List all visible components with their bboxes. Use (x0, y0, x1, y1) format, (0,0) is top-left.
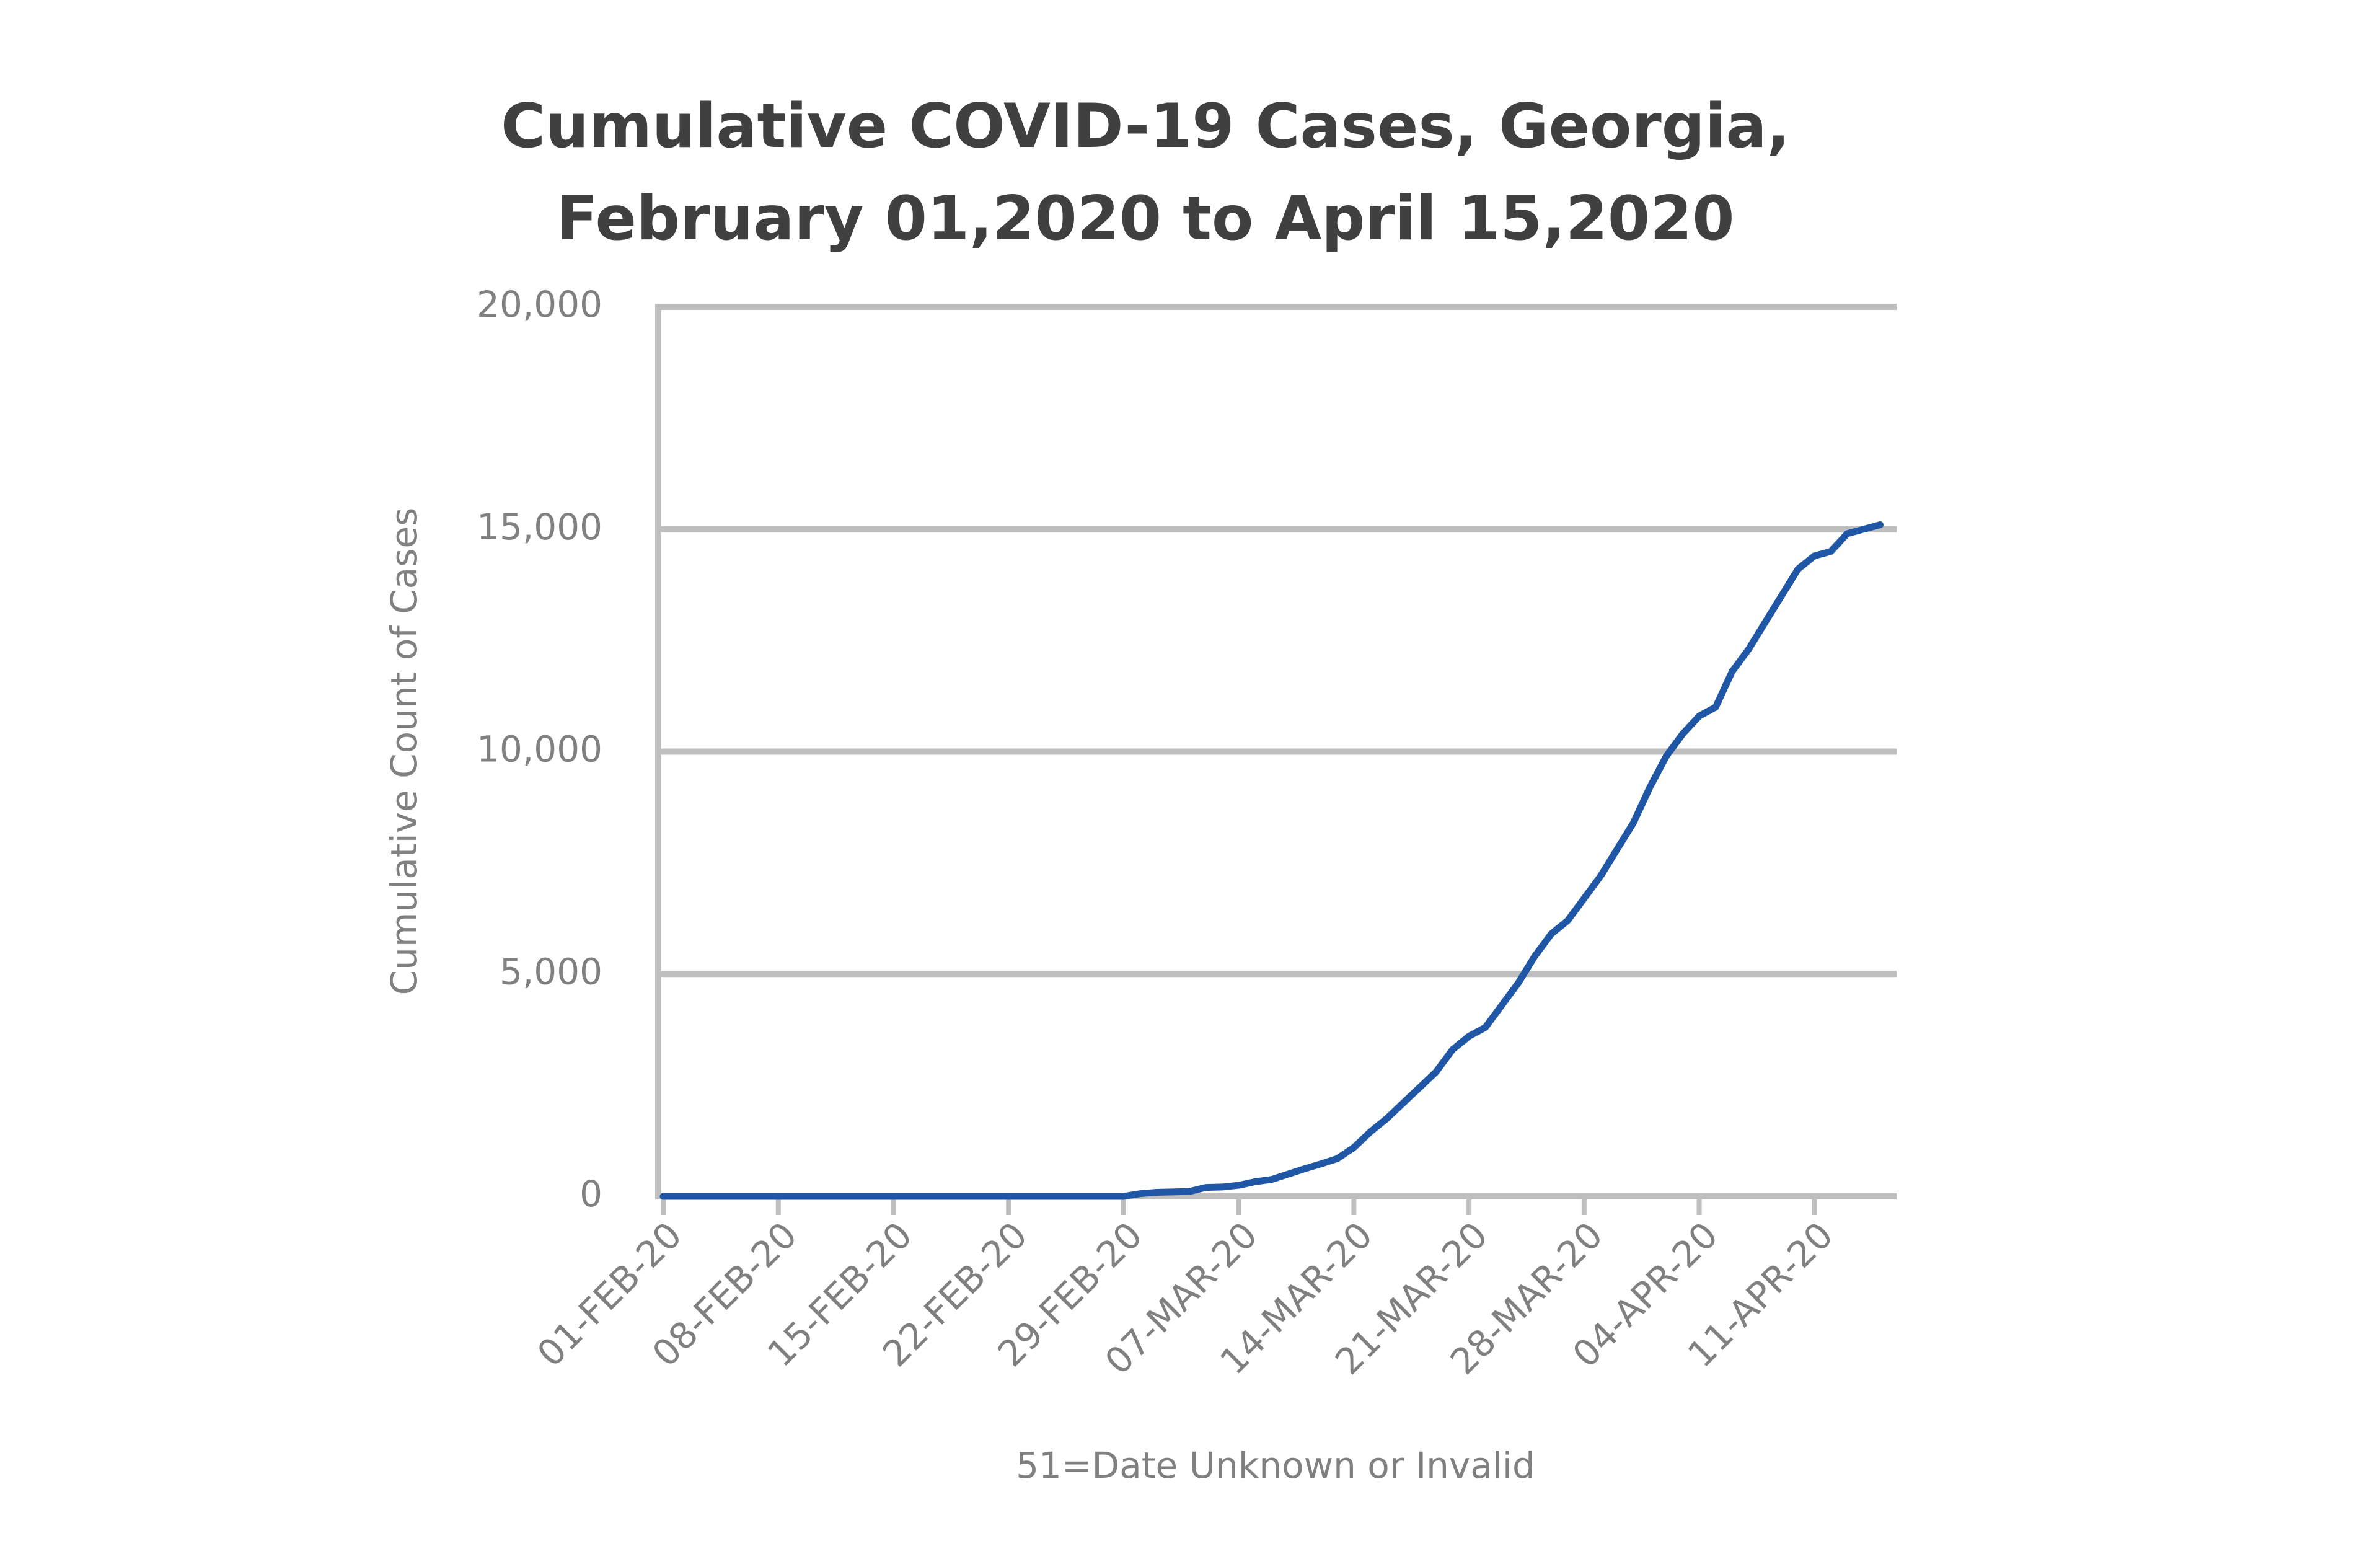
y-tick-label: 10,000 (477, 728, 602, 771)
y-tick-label: 20,000 (477, 283, 602, 325)
y-tick-label: 5,000 (500, 950, 602, 992)
chart-title: Cumulative COVID-19 Cases, Georgia, (501, 91, 1790, 162)
y-tick-label: 0 (580, 1173, 602, 1215)
y-tick-label: 15,000 (477, 506, 602, 548)
chart-title: February 01,2020 to April 15,2020 (557, 183, 1735, 254)
y-axis-label: Cumulative Count of Cases (383, 508, 425, 996)
data-line (659, 521, 1884, 1200)
x-axis-label: 51=Date Unknown or Invalid (1016, 1444, 1535, 1486)
